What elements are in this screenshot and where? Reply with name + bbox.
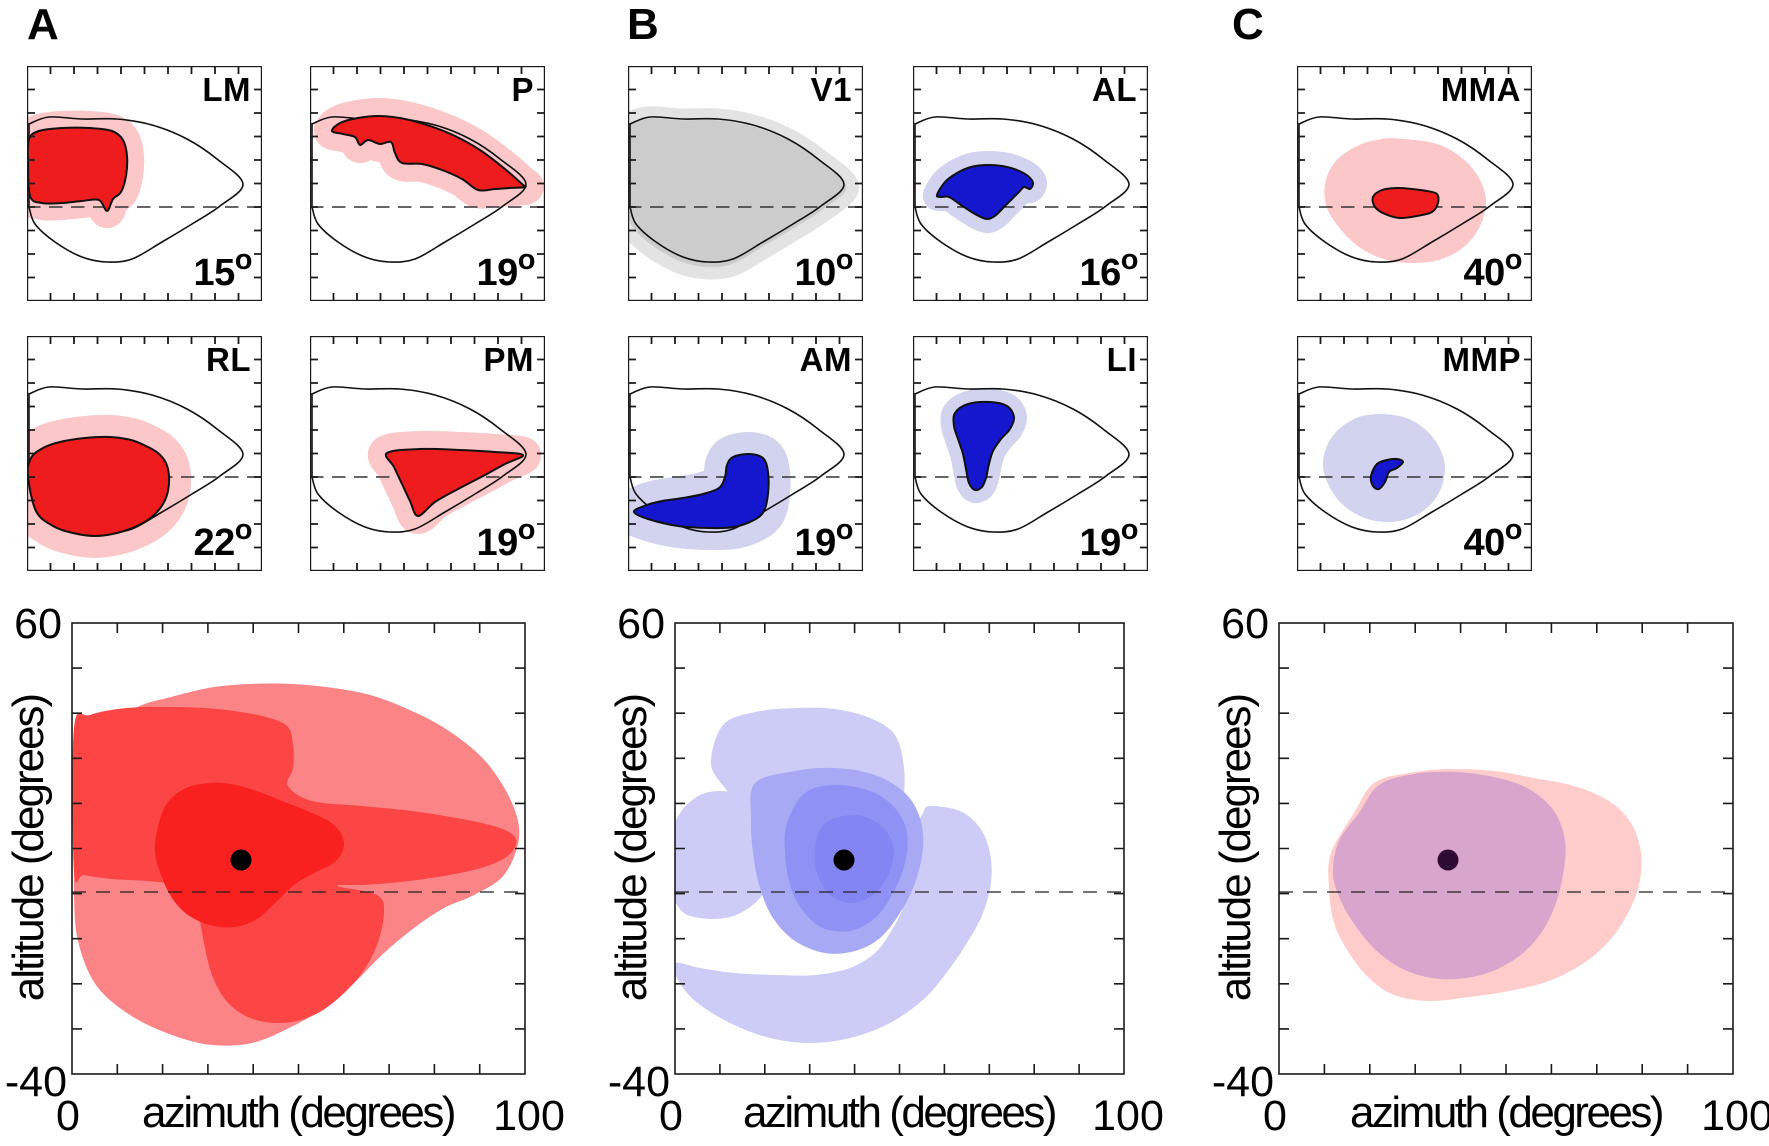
svg-text:MMA: MMA	[1441, 71, 1521, 108]
svg-text:60: 60	[1221, 600, 1269, 648]
svg-text:-40: -40	[608, 1058, 670, 1106]
svg-text:40o: 40o	[1464, 244, 1523, 294]
svg-text:azimuth (degrees): azimuth (degrees)	[743, 1088, 1055, 1137]
svg-text:C: C	[1232, 0, 1264, 49]
svg-text:MMP: MMP	[1443, 341, 1522, 378]
svg-text:P: P	[511, 71, 534, 108]
svg-text:B: B	[627, 0, 659, 49]
svg-text:PM: PM	[484, 341, 535, 378]
svg-text:100: 100	[1092, 1092, 1164, 1140]
svg-text:100: 100	[493, 1092, 565, 1140]
svg-text:AL: AL	[1092, 71, 1137, 108]
svg-text:-40: -40	[1212, 1058, 1274, 1106]
svg-text:RL: RL	[206, 341, 251, 378]
svg-text:LI: LI	[1107, 341, 1137, 378]
svg-text:altitude (degrees): altitude (degrees)	[607, 695, 656, 1001]
svg-text:-40: -40	[5, 1058, 67, 1106]
svg-text:azimuth (degrees): azimuth (degrees)	[1350, 1088, 1662, 1137]
svg-text:LM: LM	[202, 71, 251, 108]
svg-text:azimuth (degrees): azimuth (degrees)	[142, 1088, 454, 1137]
svg-text:A: A	[27, 0, 59, 49]
svg-text:0: 0	[659, 1092, 683, 1140]
svg-text:0: 0	[56, 1092, 80, 1140]
svg-text:V1: V1	[811, 71, 852, 108]
svg-text:100: 100	[1701, 1092, 1769, 1140]
svg-text:0: 0	[1263, 1092, 1287, 1140]
svg-text:60: 60	[617, 600, 665, 648]
svg-text:altitude (degrees): altitude (degrees)	[4, 695, 53, 1001]
svg-text:AM: AM	[800, 341, 852, 378]
svg-text:60: 60	[14, 600, 62, 648]
svg-text:altitude (degrees): altitude (degrees)	[1211, 695, 1260, 1001]
